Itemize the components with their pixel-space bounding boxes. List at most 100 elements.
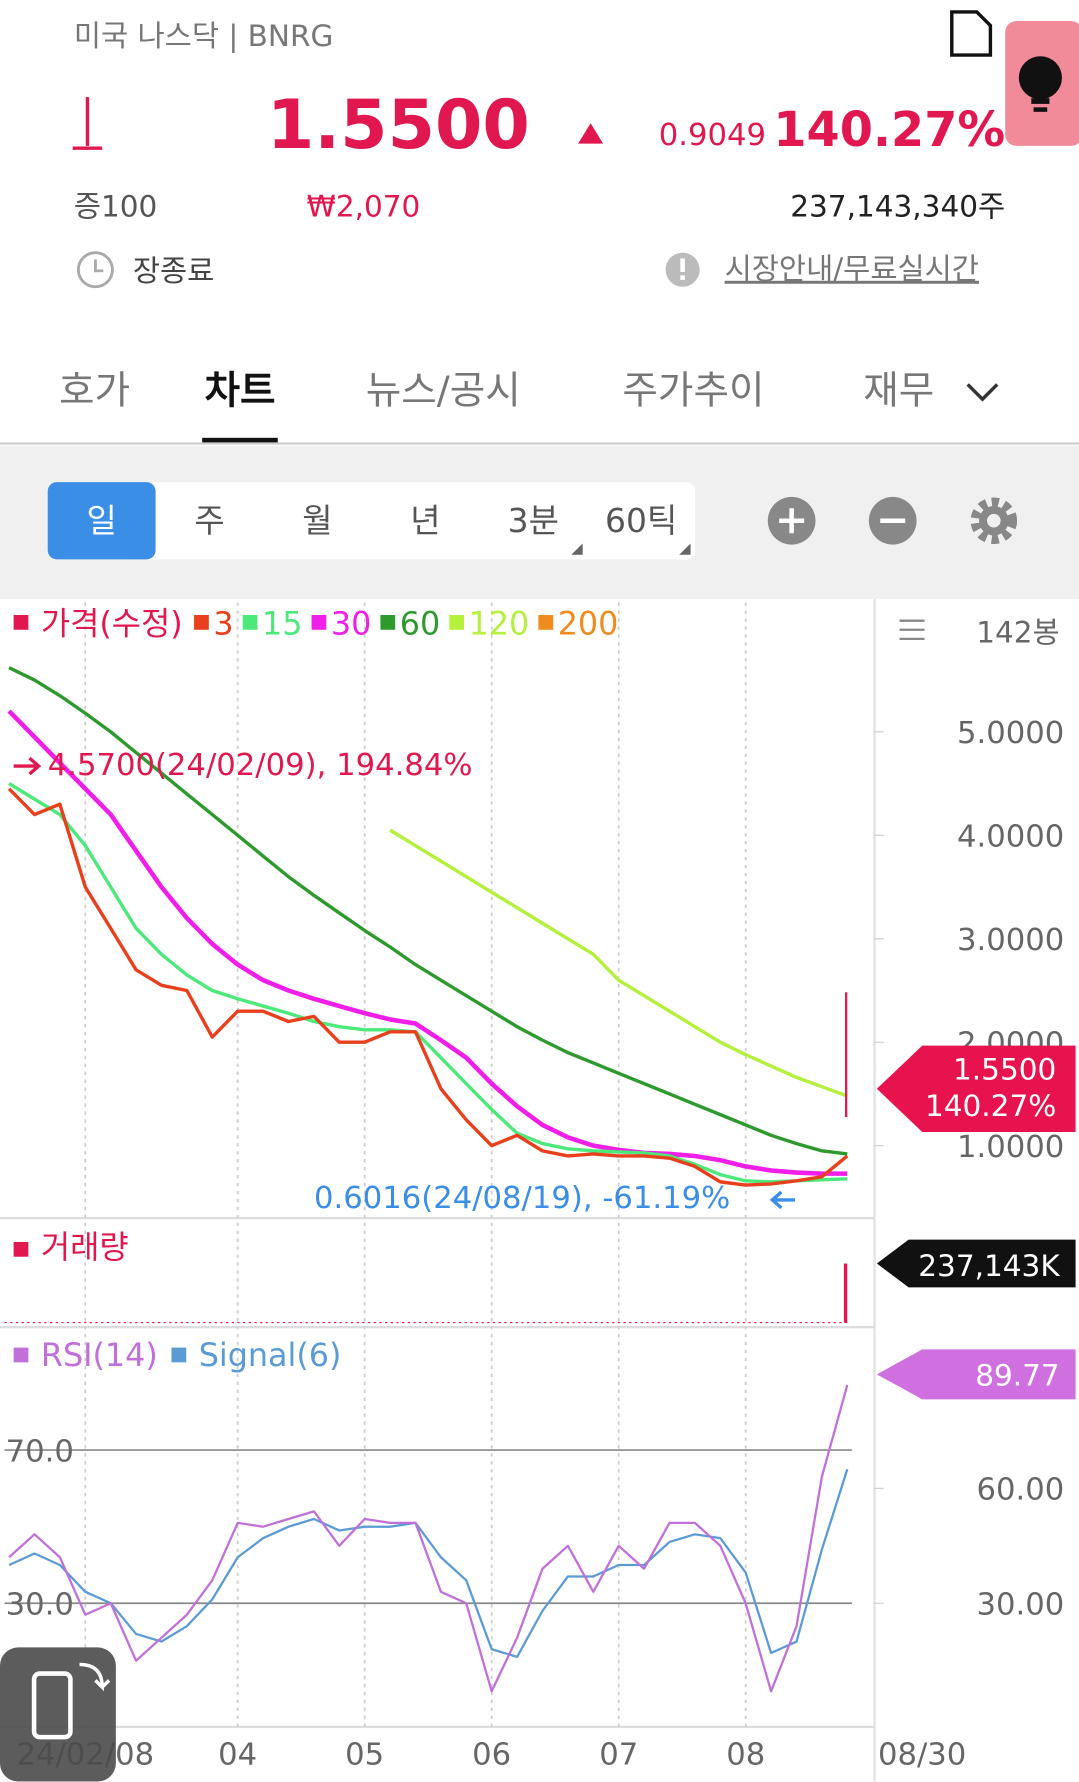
tab[interactable]: 재무 [863, 369, 934, 414]
series-line [8, 666, 848, 1156]
y-tick-label: 5.0000 [957, 716, 1064, 751]
legend-swatch [13, 615, 29, 630]
series-line [7, 787, 849, 1187]
series-line [389, 828, 848, 1098]
clock-face [76, 251, 114, 289]
document-shape [950, 10, 993, 57]
bulb-base [1033, 107, 1048, 112]
tip-button[interactable] [1005, 20, 1079, 146]
legend-entry: Signal(6) [199, 1337, 342, 1374]
guide-label: 30.0 [6, 1588, 74, 1623]
clock-hands [93, 259, 104, 273]
tab-bar: 호가 차트 뉴스/공시 주가추이 재무 [59, 369, 934, 444]
x-tick-label: 07 [599, 1737, 638, 1772]
series-line [8, 1468, 849, 1658]
legend-swatch [311, 615, 327, 630]
legend-swatch [242, 615, 258, 630]
low-arrow [769, 1190, 796, 1210]
legend-swatch [171, 1347, 187, 1363]
period-button[interactable]: 3분 [508, 501, 559, 540]
legend-swatch [449, 615, 465, 630]
period-button[interactable]: 주 [194, 501, 224, 540]
rsi-tag [876, 1349, 1076, 1400]
market-notice-link[interactable]: 시장안내/무료실시간 [725, 252, 979, 286]
period-corner [679, 543, 691, 555]
legend-entry: 15 [262, 605, 302, 642]
change-percent: 140.27% [773, 103, 1005, 158]
legend-swatch [538, 615, 554, 630]
menu-icon[interactable] [899, 619, 925, 640]
volume-bar [843, 1263, 848, 1323]
zoom-out-button[interactable] [868, 496, 917, 545]
margin-label: 증100 [74, 189, 158, 223]
y-tick-label: 4.0000 [957, 820, 1064, 855]
y-tick-label: 1.0000 [957, 1130, 1064, 1165]
legend-swatch [380, 615, 396, 630]
market-label: 미국 나스닥 | BNRG [74, 19, 334, 54]
y-tick-label: 3.0000 [957, 923, 1064, 958]
info-mark [680, 258, 685, 272]
last-price-label: 1.5500 [953, 1053, 1056, 1087]
period-button[interactable]: 일 [87, 501, 117, 540]
bulb-base [1031, 98, 1050, 104]
period-button[interactable]: 60틱 [605, 501, 677, 540]
legend-swatch [194, 615, 209, 630]
legend-swatch [13, 1347, 29, 1363]
zoom-in-plus [779, 508, 805, 534]
price-change: 0.9049 [659, 118, 766, 153]
gear-teeth [970, 497, 1018, 545]
period-selected-bg [47, 482, 156, 560]
tab[interactable]: 뉴스/공시 [366, 369, 521, 414]
rotate-button[interactable] [0, 1647, 116, 1782]
x-tick-label: 05 [345, 1737, 384, 1772]
tab[interactable]: 주가추이 [622, 369, 764, 414]
legend-entry: 60 [400, 605, 440, 642]
up-triangle [578, 123, 604, 144]
series-line [8, 1384, 849, 1693]
more-tabs-chevron[interactable] [966, 383, 999, 402]
period-selector: 일 주 월 년 3분 60틱 [47, 482, 691, 560]
x-end-label: 08/30 [878, 1737, 966, 1772]
high-note: 4.5700(24/02/09), 194.84% [48, 748, 473, 783]
legend-entry: 3 [213, 605, 233, 642]
tab-underline [202, 437, 278, 444]
limit-down-icon [72, 97, 103, 150]
rotate-arrow [79, 1662, 111, 1692]
settings-button[interactable] [970, 497, 1018, 545]
guide-label: 70.0 [6, 1434, 74, 1469]
clock-icon [76, 251, 114, 289]
zoom-in-button[interactable] [767, 496, 816, 545]
bulb [1018, 56, 1062, 100]
legend-entry: 200 [558, 605, 619, 642]
period-group [47, 482, 696, 560]
phone-outline [31, 1671, 73, 1740]
last-price-tag [876, 1045, 1076, 1132]
tab[interactable]: 차트 [204, 369, 275, 414]
legend-entry: RSI(14) [41, 1337, 158, 1374]
volume-label: 237,143K [918, 1249, 1060, 1283]
gear-hole [987, 513, 1001, 528]
current-price: 1.5500 [267, 86, 530, 165]
high-arrow [13, 756, 42, 776]
period-button[interactable]: 년 [410, 501, 440, 540]
rotate-bg [0, 1647, 116, 1782]
document-icon[interactable] [950, 10, 993, 57]
volume-tag [876, 1239, 1076, 1288]
low-note: 0.6016(24/08/19), -61.19% [314, 1181, 730, 1216]
legend-swatch [13, 1241, 29, 1257]
tab[interactable]: 호가 [59, 369, 130, 414]
menu-lines [899, 619, 925, 640]
volume-title: 거래량 [41, 1229, 129, 1266]
krw-price: ₩2,070 [307, 189, 421, 223]
volume-total: 237,143,340주 [790, 189, 1005, 223]
series-line [7, 709, 848, 1176]
bar-count: 142봉 [976, 615, 1060, 649]
x-tick-label: 06 [472, 1737, 511, 1772]
info-dot [680, 275, 685, 280]
chart: 24/02/08040506070808/301.00002.00003.000… [4, 602, 1076, 1772]
period-button[interactable]: 월 [302, 501, 332, 540]
series-line [8, 782, 848, 1184]
